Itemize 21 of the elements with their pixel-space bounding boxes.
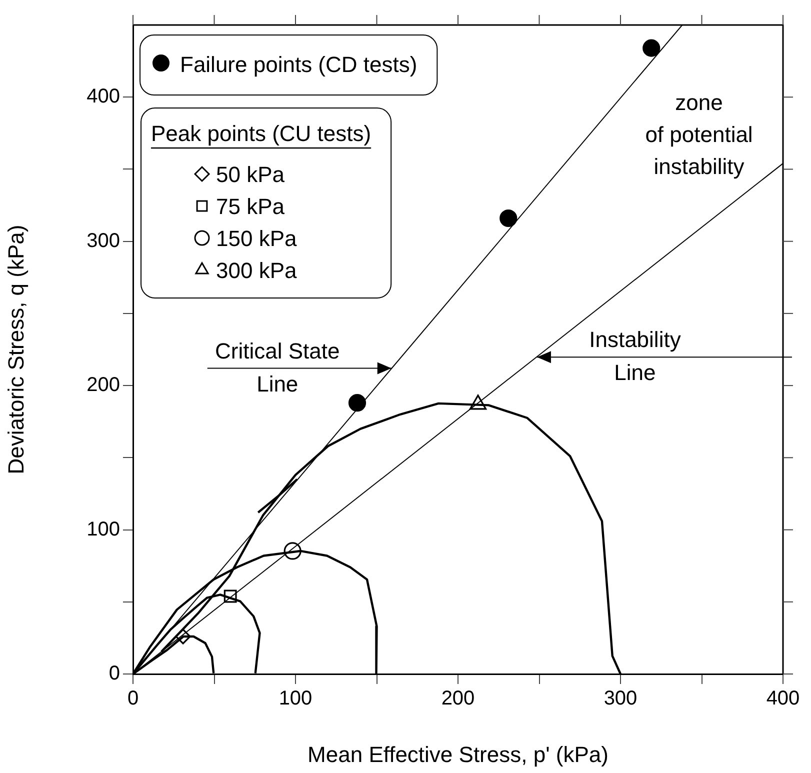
legend-label: 300 kPa (216, 258, 298, 284)
legend-title: Peak points (CU tests) (151, 121, 372, 146)
y-tick-label: 100 (86, 518, 120, 540)
x-tick-label: 300 (604, 688, 638, 710)
x-tick-label: 100 (278, 688, 312, 710)
y-tick-label: 300 (86, 230, 120, 252)
x-tick-label: 0 (127, 688, 139, 710)
x-axis-title: Mean Effective Stress, p' (kPa) (308, 742, 608, 767)
legend-label: Failure points (CD tests) (180, 52, 418, 78)
annotation: Instability Line (589, 327, 681, 386)
annotation: Critical State Line (215, 338, 340, 396)
x-tick-label: 200 (441, 688, 475, 710)
y-tick-label: 0 (108, 662, 120, 685)
x-tick-label: 400 (766, 688, 800, 710)
y-axis-title: Deviatoric Stress, q (kPa) (3, 224, 28, 474)
legend-label: 75 kPa (216, 194, 286, 220)
annotation: zone of potential instability (645, 90, 753, 180)
y-tick-label: 200 (86, 374, 120, 396)
legend-label: 50 kPa (216, 162, 286, 188)
y-tick-label: 400 (86, 86, 120, 108)
legend-label: 150 kPa (216, 226, 298, 252)
